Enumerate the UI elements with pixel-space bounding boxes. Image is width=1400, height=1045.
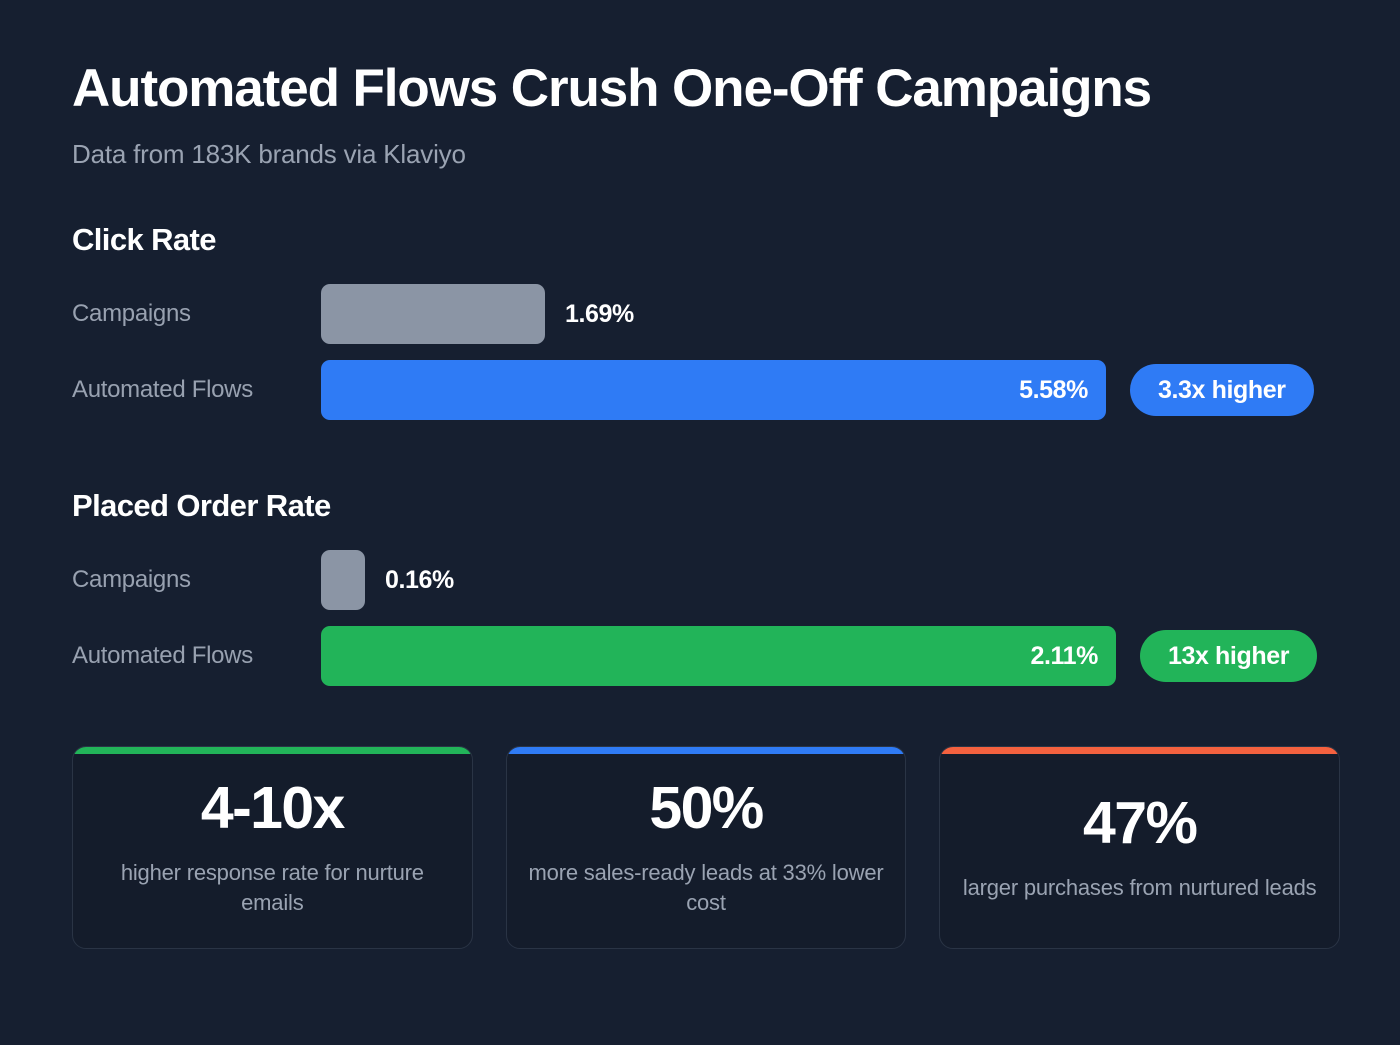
badge-click-rate-multiplier: 3.3x higher (1130, 364, 1314, 416)
stat-card-description: more sales-ready leads at 33% lower cost (528, 860, 884, 915)
card-accent-bar (73, 747, 472, 754)
bar-track: 5.58% 3.3x higher (321, 360, 1340, 420)
stat-card-group: 4-10x higher response rate for nurture e… (72, 746, 1341, 949)
bar-flows-click: 5.58% (321, 360, 1106, 420)
stat-card: 47% larger purchases from nurtured leads (939, 746, 1341, 949)
bar-label-campaigns: Campaigns (72, 566, 191, 593)
header: Automated Flows Crush One-Off Campaigns … (72, 62, 1340, 170)
stat-card-description: larger purchases from nurtured leads (962, 875, 1317, 901)
bar-row-flows-click: Automated Flows 5.58% 3.3x higher (72, 360, 1340, 420)
bar-row-campaigns-order: Campaigns 0.16% (72, 550, 1340, 610)
stat-card-value: 47% (1083, 790, 1198, 857)
section-title-click-rate: Click Rate (72, 222, 217, 257)
stat-card: 4-10x higher response rate for nurture e… (72, 746, 473, 949)
stat-card-description: higher response rate for nurture emails (120, 860, 424, 915)
card-accent-bar (506, 747, 906, 754)
stat-card: 50% more sales-ready leads at 33% lower … (505, 746, 907, 949)
bar-value-flows-click: 5.58% (1019, 375, 1088, 404)
bar-track: 2.11% 13x higher (321, 626, 1340, 686)
stat-card-value: 4-10x (200, 775, 346, 842)
stat-card-value: 50% (649, 775, 764, 842)
page-subtitle: Data from 183K brands via Klaviyo (72, 139, 466, 169)
bar-row-flows-order: Automated Flows 2.11% 13x higher (72, 626, 1340, 686)
bar-track: 1.69% (321, 284, 1340, 344)
bar-value-campaigns-click: 1.69% (565, 299, 634, 328)
bar-label-automated-flows: Automated Flows (72, 642, 253, 669)
page-title: Automated Flows Crush One-Off Campaigns (72, 59, 1152, 118)
section-placed-order-rate: Placed Order Rate Campaigns 0.16% Automa… (72, 488, 1340, 686)
bar-flows-order: 2.11% (321, 626, 1116, 686)
bar-value-campaigns-order: 0.16% (385, 565, 454, 594)
bar-campaigns-order (321, 550, 365, 610)
bar-label-automated-flows: Automated Flows (72, 376, 253, 403)
bar-row-campaigns-click: Campaigns 1.69% (72, 284, 1340, 344)
bar-campaigns-click (321, 284, 545, 344)
section-click-rate: Click Rate Campaigns 1.69% Automated Flo… (72, 222, 1340, 420)
bar-value-flows-order: 2.11% (1030, 641, 1098, 670)
section-title-placed-order-rate: Placed Order Rate (72, 488, 331, 523)
badge-order-rate-multiplier: 13x higher (1140, 630, 1318, 682)
bar-label-campaigns: Campaigns (72, 300, 191, 327)
bar-track: 0.16% (321, 550, 1340, 610)
card-accent-bar (940, 747, 1340, 754)
